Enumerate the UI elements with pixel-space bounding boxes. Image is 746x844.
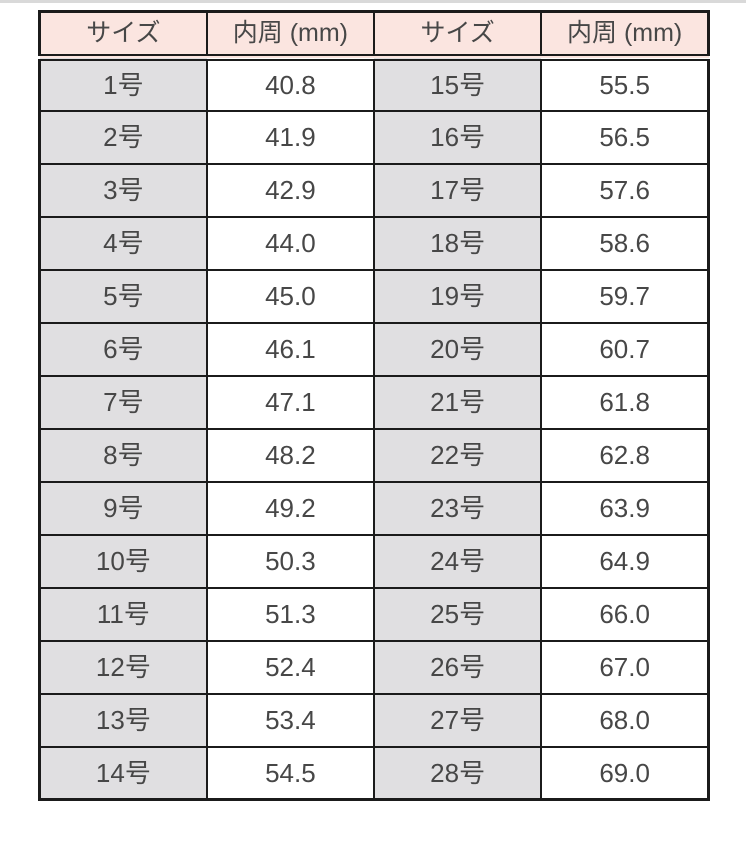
circumference-cell: 60.7 xyxy=(540,321,710,377)
size-cell: 3号 xyxy=(38,162,208,218)
size-cell: 4号 xyxy=(38,215,208,271)
table-row: 11号 51.3 25号 66.0 xyxy=(38,586,710,642)
size-cell: 26号 xyxy=(372,639,543,695)
size-cell: 18号 xyxy=(372,215,543,271)
size-cell: 7号 xyxy=(38,374,208,430)
header-circumference-left: 内周 (mm) xyxy=(205,10,376,61)
circumference-cell: 44.0 xyxy=(205,215,376,271)
circumference-cell: 69.0 xyxy=(540,745,710,801)
table-row: 7号 47.1 21号 61.8 xyxy=(38,374,710,430)
circumference-cell: 61.8 xyxy=(540,374,710,430)
circumference-cell: 52.4 xyxy=(205,639,376,695)
size-cell: 13号 xyxy=(38,692,208,748)
circumference-cell: 40.8 xyxy=(205,56,376,112)
table-row: 9号 49.2 23号 63.9 xyxy=(38,480,710,536)
size-cell: 20号 xyxy=(372,321,543,377)
circumference-cell: 47.1 xyxy=(205,374,376,430)
table-row: 2号 41.9 16号 56.5 xyxy=(38,109,710,165)
circumference-cell: 45.0 xyxy=(205,268,376,324)
size-cell: 19号 xyxy=(372,268,543,324)
size-cell: 24号 xyxy=(372,533,543,589)
circumference-cell: 68.0 xyxy=(540,692,710,748)
table-row: 8号 48.2 22号 62.8 xyxy=(38,427,710,483)
table-row: 4号 44.0 18号 58.6 xyxy=(38,215,710,271)
table-row: 6号 46.1 20号 60.7 xyxy=(38,321,710,377)
circumference-cell: 50.3 xyxy=(205,533,376,589)
table-header: サイズ 内周 (mm) サイズ 内周 (mm) xyxy=(38,10,710,61)
size-cell: 9号 xyxy=(38,480,208,536)
table-row: 10号 50.3 24号 64.9 xyxy=(38,533,710,589)
page-top-edge xyxy=(0,0,746,3)
size-cell: 25号 xyxy=(372,586,543,642)
size-cell: 23号 xyxy=(372,480,543,536)
circumference-cell: 48.2 xyxy=(205,427,376,483)
circumference-cell: 53.4 xyxy=(205,692,376,748)
circumference-cell: 49.2 xyxy=(205,480,376,536)
size-cell: 22号 xyxy=(372,427,543,483)
size-cell: 5号 xyxy=(38,268,208,324)
table-row: 3号 42.9 17号 57.6 xyxy=(38,162,710,218)
size-cell: 15号 xyxy=(372,56,543,112)
table-row: 5号 45.0 19号 59.7 xyxy=(38,268,710,324)
size-cell: 10号 xyxy=(38,533,208,589)
circumference-cell: 57.6 xyxy=(540,162,710,218)
circumference-cell: 63.9 xyxy=(540,480,710,536)
size-cell: 14号 xyxy=(38,745,208,801)
table-body: 1号 40.8 15号 55.5 2号 41.9 16号 56.5 3号 42.9 17号 57.6 4… xyxy=(38,56,710,801)
size-cell: 21号 xyxy=(372,374,543,430)
size-cell: 6号 xyxy=(38,321,208,377)
table-row: 12号 52.4 26号 67.0 xyxy=(38,639,710,695)
circumference-cell: 41.9 xyxy=(205,109,376,165)
header-circumference-right: 内周 (mm) xyxy=(540,10,710,61)
size-cell: 8号 xyxy=(38,427,208,483)
size-cell: 11号 xyxy=(38,586,208,642)
header-size-right: サイズ xyxy=(372,10,543,61)
size-cell: 17号 xyxy=(372,162,543,218)
table-row: 13号 53.4 27号 68.0 xyxy=(38,692,710,748)
ring-size-table: サイズ 内周 (mm) サイズ 内周 (mm) 1号 40.8 15号 55.5 2号 4… xyxy=(38,10,710,801)
circumference-cell: 59.7 xyxy=(540,268,710,324)
table-row: 1号 40.8 15号 55.5 xyxy=(38,56,710,112)
circumference-cell: 56.5 xyxy=(540,109,710,165)
circumference-cell: 55.5 xyxy=(540,56,710,112)
circumference-cell: 58.6 xyxy=(540,215,710,271)
size-cell: 2号 xyxy=(38,109,208,165)
header-row: サイズ 内周 (mm) サイズ 内周 (mm) xyxy=(38,10,710,61)
circumference-cell: 66.0 xyxy=(540,586,710,642)
size-cell: 27号 xyxy=(372,692,543,748)
circumference-cell: 54.5 xyxy=(205,745,376,801)
table-row: 14号 54.5 28号 69.0 xyxy=(38,745,710,801)
size-cell: 1号 xyxy=(38,56,208,112)
circumference-cell: 46.1 xyxy=(205,321,376,377)
circumference-cell: 64.9 xyxy=(540,533,710,589)
size-cell: 12号 xyxy=(38,639,208,695)
circumference-cell: 42.9 xyxy=(205,162,376,218)
size-cell: 28号 xyxy=(372,745,543,801)
circumference-cell: 67.0 xyxy=(540,639,710,695)
circumference-cell: 51.3 xyxy=(205,586,376,642)
size-cell: 16号 xyxy=(372,109,543,165)
header-size-left: サイズ xyxy=(38,10,208,61)
circumference-cell: 62.8 xyxy=(540,427,710,483)
